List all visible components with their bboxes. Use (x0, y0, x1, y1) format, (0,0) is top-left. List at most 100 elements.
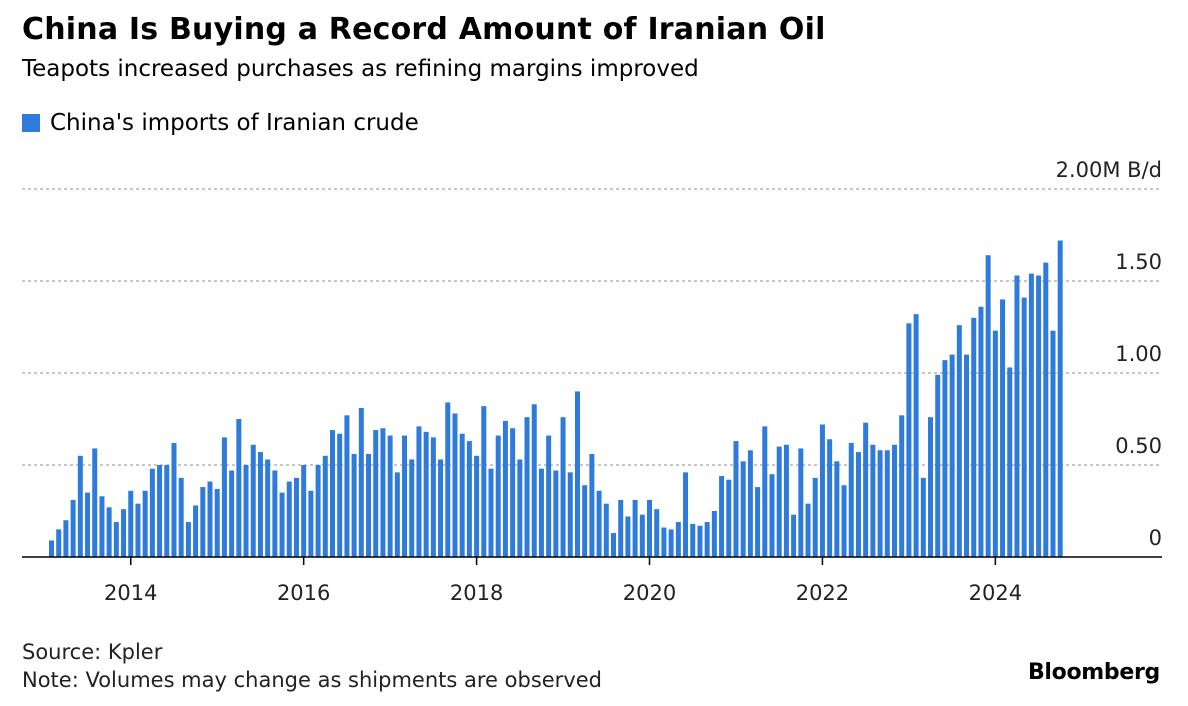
bar (1021, 297, 1027, 557)
bar (366, 453, 372, 557)
y-tick-label: 0 (1149, 526, 1162, 550)
bar (783, 444, 789, 557)
bar (452, 413, 458, 557)
bar (755, 487, 761, 557)
bar (596, 490, 602, 557)
bar (747, 450, 753, 557)
bar (438, 459, 444, 557)
bar (733, 441, 739, 557)
bar (524, 417, 530, 557)
bar (286, 481, 292, 557)
bar (719, 476, 725, 557)
legend: China's imports of Iranian crude (22, 110, 419, 136)
bar (884, 450, 890, 557)
bar (740, 461, 746, 557)
bar (1000, 299, 1006, 557)
bar (992, 330, 998, 557)
x-tick-label: 2022 (796, 581, 849, 605)
bar (877, 450, 883, 557)
bar (315, 465, 321, 557)
y-tick-label: 1.50 (1115, 250, 1162, 274)
bar (574, 391, 580, 557)
bar (344, 415, 350, 557)
bar (387, 435, 393, 557)
bar (1007, 367, 1013, 557)
bar (99, 496, 105, 557)
bar (56, 529, 62, 557)
bar (538, 468, 544, 557)
bar (956, 325, 962, 557)
bar (423, 431, 429, 557)
bar (985, 255, 991, 558)
bar (791, 514, 797, 557)
bar (567, 472, 573, 557)
bar (668, 529, 674, 557)
bar (185, 522, 191, 557)
bar (1028, 273, 1034, 557)
bar (805, 503, 811, 557)
bar (870, 444, 876, 557)
x-tick-label: 2018 (450, 581, 503, 605)
bar (827, 439, 833, 557)
bar (841, 485, 847, 557)
bar (488, 468, 494, 557)
bar (416, 426, 422, 557)
bar (402, 435, 408, 557)
bar (178, 477, 184, 557)
bar (683, 472, 689, 557)
bar (855, 452, 861, 557)
bar (618, 499, 624, 557)
bar (582, 485, 588, 557)
bar (481, 406, 487, 557)
bar (531, 404, 537, 557)
bar (1014, 275, 1020, 557)
bar (762, 426, 768, 557)
bar (964, 354, 970, 557)
bar (675, 522, 681, 557)
bar (106, 507, 112, 557)
bar (272, 470, 278, 557)
bar (776, 446, 782, 557)
x-tick-label: 2014 (104, 581, 157, 605)
bar (639, 514, 645, 557)
bar (942, 360, 948, 557)
bar (654, 509, 660, 557)
bar (430, 437, 436, 557)
bar (70, 499, 76, 557)
bar (351, 453, 357, 557)
x-tick-label: 2016 (277, 581, 330, 605)
bar (128, 490, 134, 557)
bar (279, 492, 285, 557)
bar (135, 503, 141, 557)
bar (337, 433, 343, 557)
bar (358, 407, 364, 557)
bar (899, 415, 905, 557)
bar (214, 488, 220, 557)
bar (661, 527, 667, 557)
bar (704, 522, 710, 557)
bar (77, 455, 83, 557)
bloomberg-logo: Bloomberg (1027, 660, 1160, 685)
bar (229, 470, 235, 557)
bar (221, 437, 227, 557)
bar (113, 522, 119, 557)
bar (603, 503, 609, 557)
bar (121, 509, 127, 557)
bar (92, 448, 98, 557)
bar (466, 441, 472, 557)
bar (236, 419, 242, 557)
bar (409, 459, 415, 557)
source-note: Source: Kpler (22, 640, 163, 664)
bar (474, 455, 480, 557)
bar (49, 540, 54, 557)
bar (610, 533, 616, 557)
bar (394, 472, 400, 557)
bar (301, 465, 307, 557)
chart-subtitle: Teapots increased purchases as refining … (22, 56, 699, 82)
bar (711, 511, 717, 557)
bar (949, 354, 955, 557)
bar (517, 459, 523, 557)
bar (243, 465, 249, 557)
bar (207, 481, 213, 557)
x-tick-label: 2020 (623, 581, 676, 605)
